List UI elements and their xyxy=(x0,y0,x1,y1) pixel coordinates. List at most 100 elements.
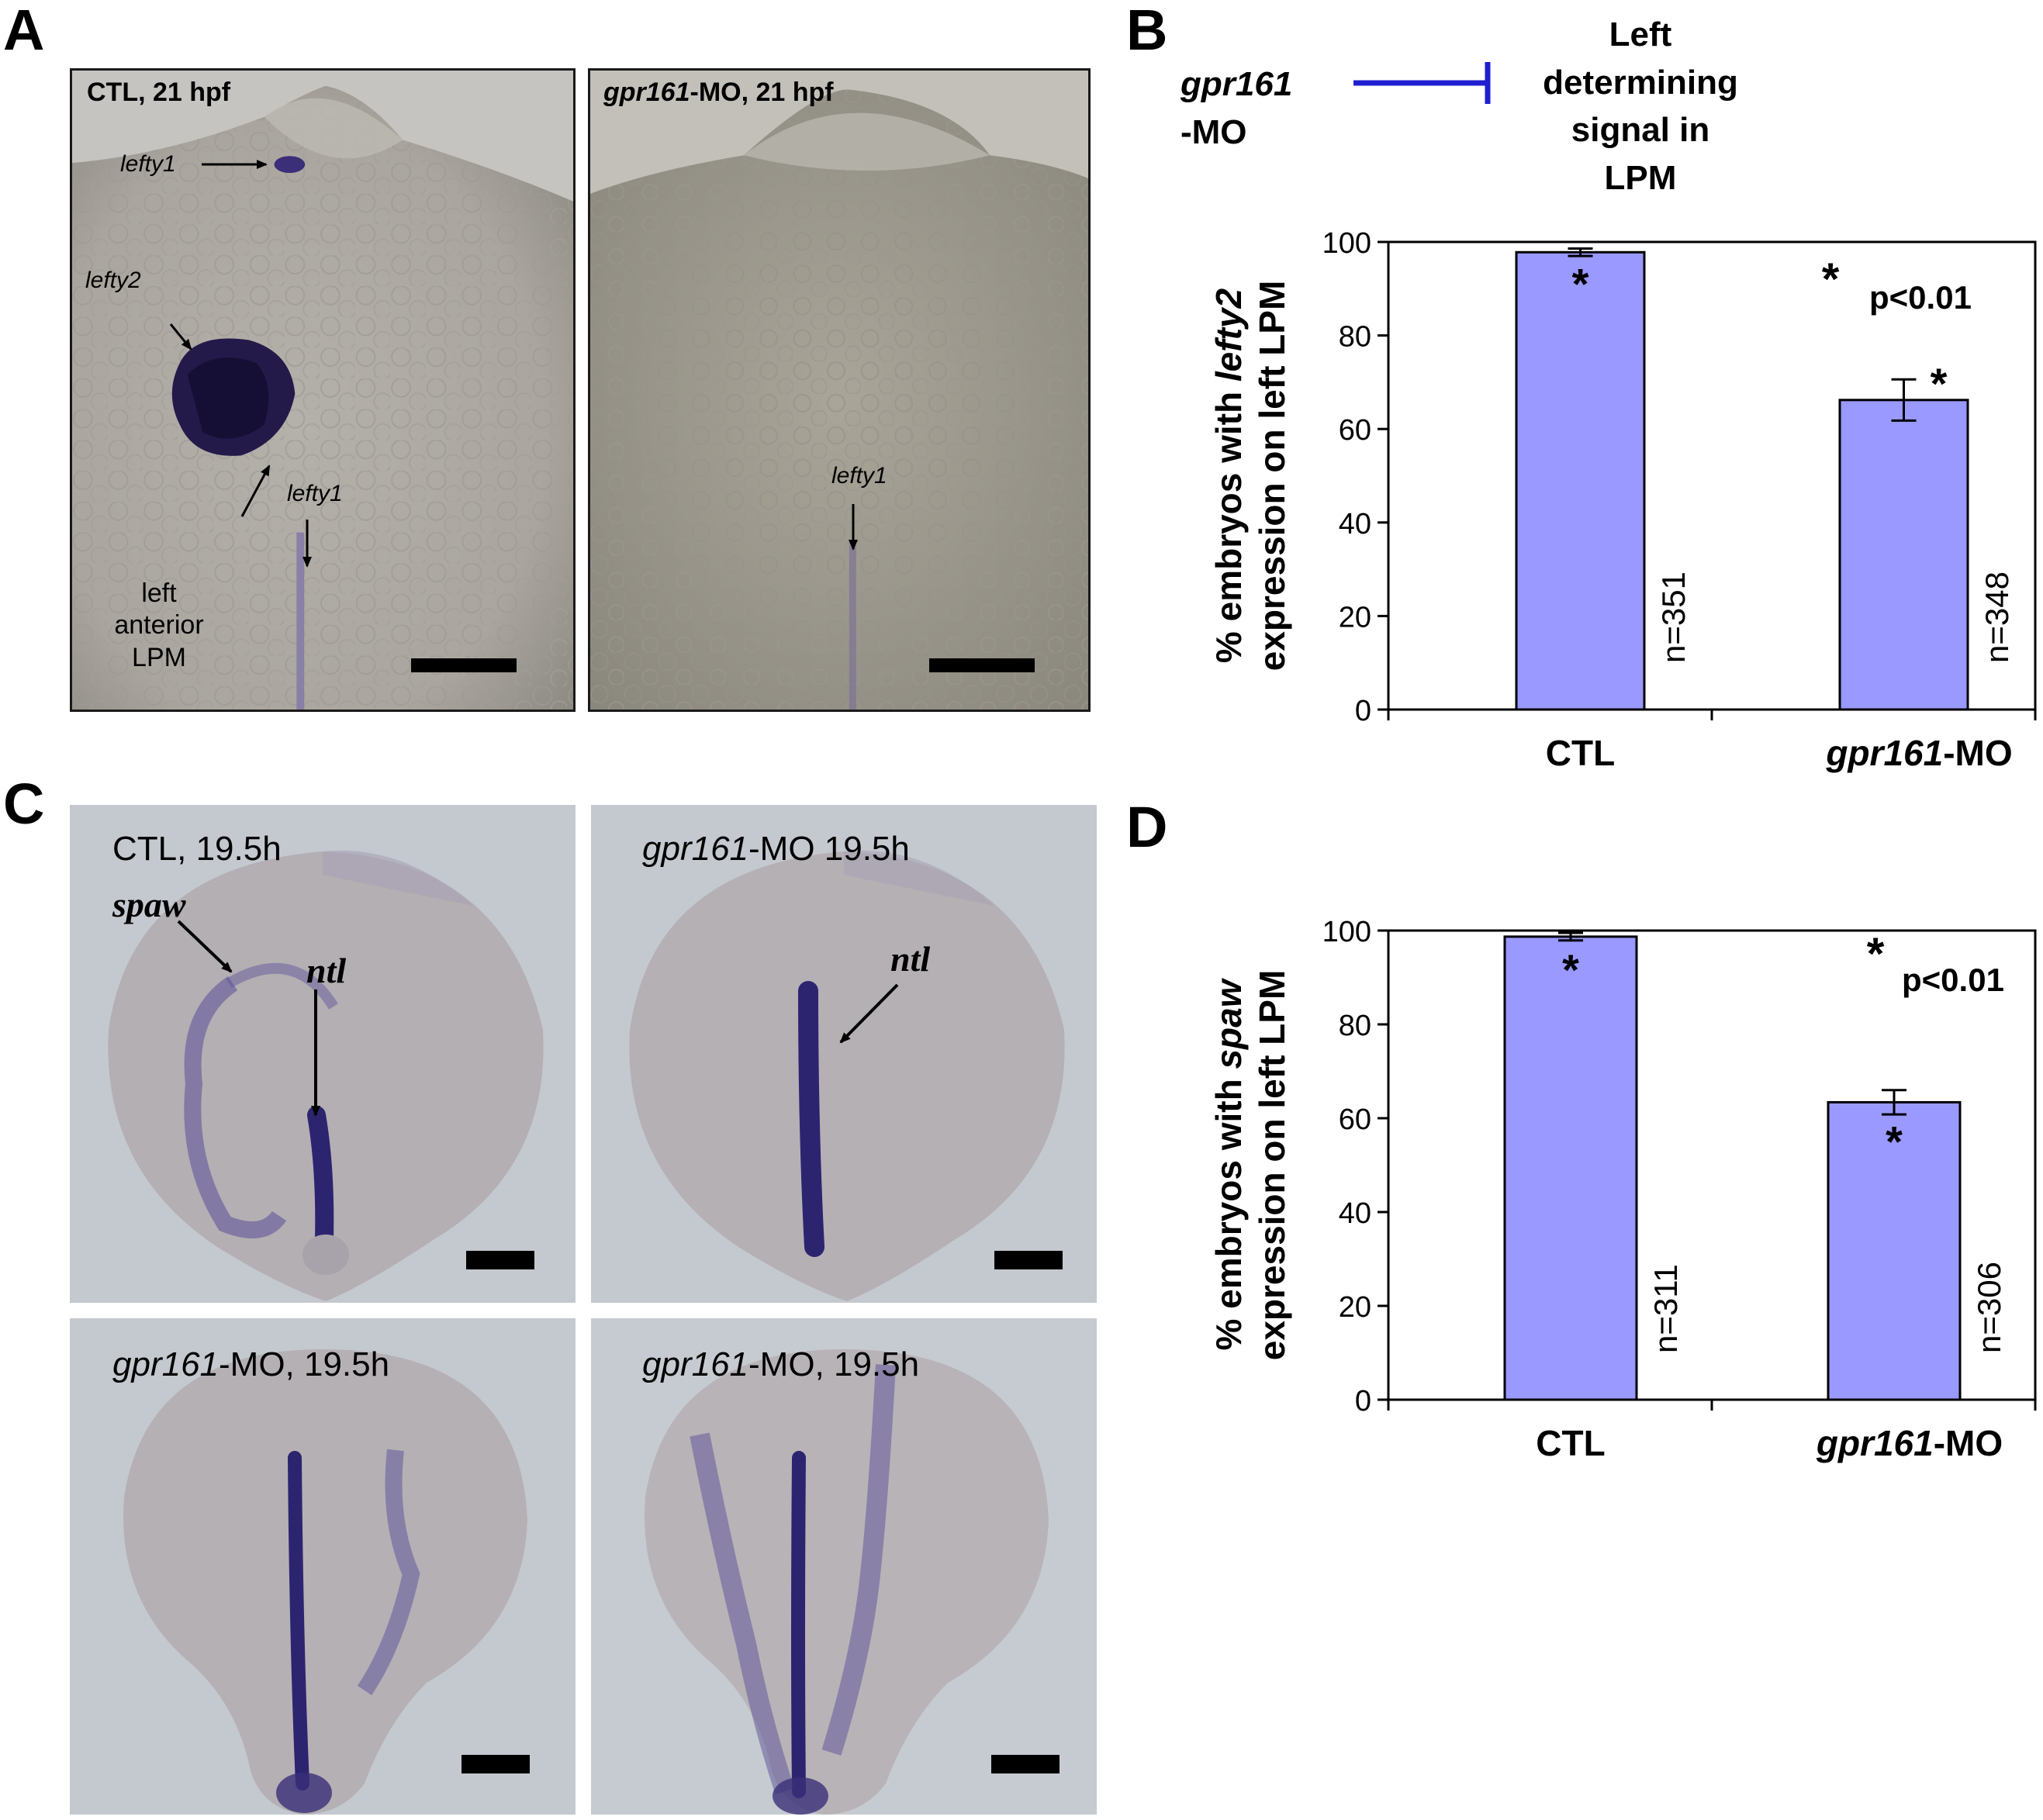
diagram-right-label: Left determining signal in LPM xyxy=(1509,11,1772,202)
y-label-text: % embryos with xyxy=(1208,382,1249,663)
y-tick-label: 80 xyxy=(1339,321,1371,354)
chart-svg: 0 20 40 60 80 100 * n=311 CTL * n=306 gpr161-MO * p<0… xyxy=(1208,916,2037,1463)
bar xyxy=(1838,399,1969,711)
y-tick-label: 60 xyxy=(1339,414,1371,447)
category-text: -MO xyxy=(1934,1423,2003,1463)
bar xyxy=(1503,935,1638,1401)
scale-bar xyxy=(466,1251,534,1269)
y-axis-label: % embryos with spaw xyxy=(1208,977,1249,1350)
lpm-label: left anterior LPM xyxy=(101,578,217,674)
embryo-photo xyxy=(70,1318,576,1815)
panel-letter-a: A xyxy=(3,0,45,62)
diagram-line: determining xyxy=(1543,63,1738,102)
scale-bar xyxy=(994,1251,1063,1269)
caption-text: -MO, 19.5h xyxy=(748,1345,920,1383)
y-tick-label: 20 xyxy=(1339,601,1371,634)
embryo-image-gpr161-mo-19-5h xyxy=(591,805,1097,1303)
lpm-label-line: left xyxy=(141,578,177,608)
embryo-image-ctl-21hpf xyxy=(70,68,576,712)
arrow xyxy=(240,464,271,517)
significance-star: * xyxy=(1562,945,1579,994)
y-tick-label: 0 xyxy=(1355,695,1371,727)
caption-text: -MO 19.5h xyxy=(748,830,910,868)
embryo-image-gpr161-mo-19-5h xyxy=(70,1318,576,1815)
annotation-arrows xyxy=(849,504,858,551)
inhibition-arrow xyxy=(1353,62,1491,104)
y-tick-label: 40 xyxy=(1339,1197,1371,1230)
image-caption: gpr161-MO, 19.5h xyxy=(642,1345,919,1384)
annotation-arrows xyxy=(169,160,312,568)
category-label: gpr161-MO xyxy=(1816,1423,2003,1463)
scale-bar xyxy=(929,658,1035,672)
y-tick-label: 100 xyxy=(1322,916,1371,948)
y-label-gene: lefty2 xyxy=(1208,288,1249,382)
gene-label-spaw: spaw xyxy=(112,885,186,924)
scale-bar xyxy=(991,1755,1060,1773)
y-tick-label: 100 xyxy=(1322,227,1371,260)
gene-label-ntl: ntl xyxy=(890,939,931,979)
panel-letter-c: C xyxy=(3,772,45,836)
chart-svg: 0 20 40 60 80 100 * n=351 CTL * n=348 gpr161-MO * p<0… xyxy=(1208,227,2037,773)
panel-letter-b: B xyxy=(1126,0,1168,62)
gene-label-lefty2: lefty2 xyxy=(85,268,141,293)
annotation-arrows xyxy=(177,920,320,1117)
category-label: gpr161-MO xyxy=(1825,733,2012,773)
category-gene: gpr161 xyxy=(1816,1423,1934,1463)
significance-star: * xyxy=(1886,1117,1903,1166)
category-text: -MO xyxy=(1943,733,2012,773)
arrow xyxy=(839,983,899,1044)
image-caption: gpr161-MO, 21 hpf xyxy=(603,78,834,108)
gene-name: gpr161 xyxy=(642,830,749,868)
arrow xyxy=(169,323,192,351)
n-label: n=351 xyxy=(1655,572,1692,663)
category-text: CTL xyxy=(1536,1423,1605,1463)
caption-text: -MO, 19.5h xyxy=(219,1345,390,1383)
bar xyxy=(1827,1100,1962,1401)
bar xyxy=(1515,250,1646,711)
panel-letter-d: D xyxy=(1126,795,1168,859)
lpm-label-line: anterior xyxy=(114,610,204,641)
embryo-image-ctl-19-5h xyxy=(70,805,576,1303)
diagram-mo: -MO xyxy=(1181,112,1247,151)
embryo-photo xyxy=(591,805,1097,1303)
diagram-left-label: gpr161 -MO xyxy=(1181,60,1292,156)
category-gene: gpr161 xyxy=(1825,733,1943,773)
significance-star: * xyxy=(1867,929,1885,979)
diagram-line: LPM xyxy=(1604,158,1677,197)
scale-bar xyxy=(411,658,517,672)
scale-bar xyxy=(461,1755,530,1773)
p-value-label: p<0.01 xyxy=(1902,962,2004,998)
embryo-image-gpr161-mo-21hpf xyxy=(588,68,1091,712)
annotation-arrows xyxy=(839,983,899,1044)
y-axis-label: % embryos with lefty2 xyxy=(1208,288,1249,664)
y-label-text: % embryos with xyxy=(1208,1069,1249,1351)
significance-star: * xyxy=(1822,254,1840,305)
bar-chart-spaw: 0 20 40 60 80 100 * n=311 CTL * n=306 gpr161-MO * p<0… xyxy=(1194,900,2043,1473)
category-label: CTL xyxy=(1536,1423,1605,1463)
n-label: n=306 xyxy=(1971,1262,2007,1353)
gene-label-lefty1: lefty1 xyxy=(287,481,343,506)
y-label-gene: spaw xyxy=(1208,977,1249,1069)
gene-name: gpr161 xyxy=(642,1345,749,1383)
p-value-label: p<0.01 xyxy=(1869,279,1972,316)
y-tick-label: 80 xyxy=(1339,1010,1371,1042)
gene-label-ntl: ntl xyxy=(306,951,347,990)
n-label: n=348 xyxy=(1979,572,2015,663)
embryo-photo xyxy=(70,805,576,1303)
significance-star: * xyxy=(1572,259,1589,308)
category-label: CTL xyxy=(1546,733,1615,773)
gene-label-lefty1: lefty1 xyxy=(120,151,176,177)
embryo-photo xyxy=(591,1318,1097,1815)
bar-chart-lefty2: 0 20 40 60 80 100 * n=351 CTL * n=348 gpr161-MO * p<0… xyxy=(1194,217,2043,791)
embryo-photo xyxy=(72,71,573,710)
image-caption: gpr161-MO 19.5h xyxy=(642,830,910,869)
arrow xyxy=(177,920,233,973)
significance-star: * xyxy=(1931,359,1948,408)
embryo-image-gpr161-mo-19-5h xyxy=(591,1318,1097,1815)
image-caption: CTL, 21 hpf xyxy=(87,78,231,107)
gene-name: gpr161 xyxy=(112,1345,220,1383)
caption-text: -MO, 21 hpf xyxy=(690,78,834,107)
diagram-line: Left xyxy=(1609,16,1672,54)
category-text: CTL xyxy=(1546,733,1615,773)
y-tick-label: 40 xyxy=(1339,508,1371,540)
